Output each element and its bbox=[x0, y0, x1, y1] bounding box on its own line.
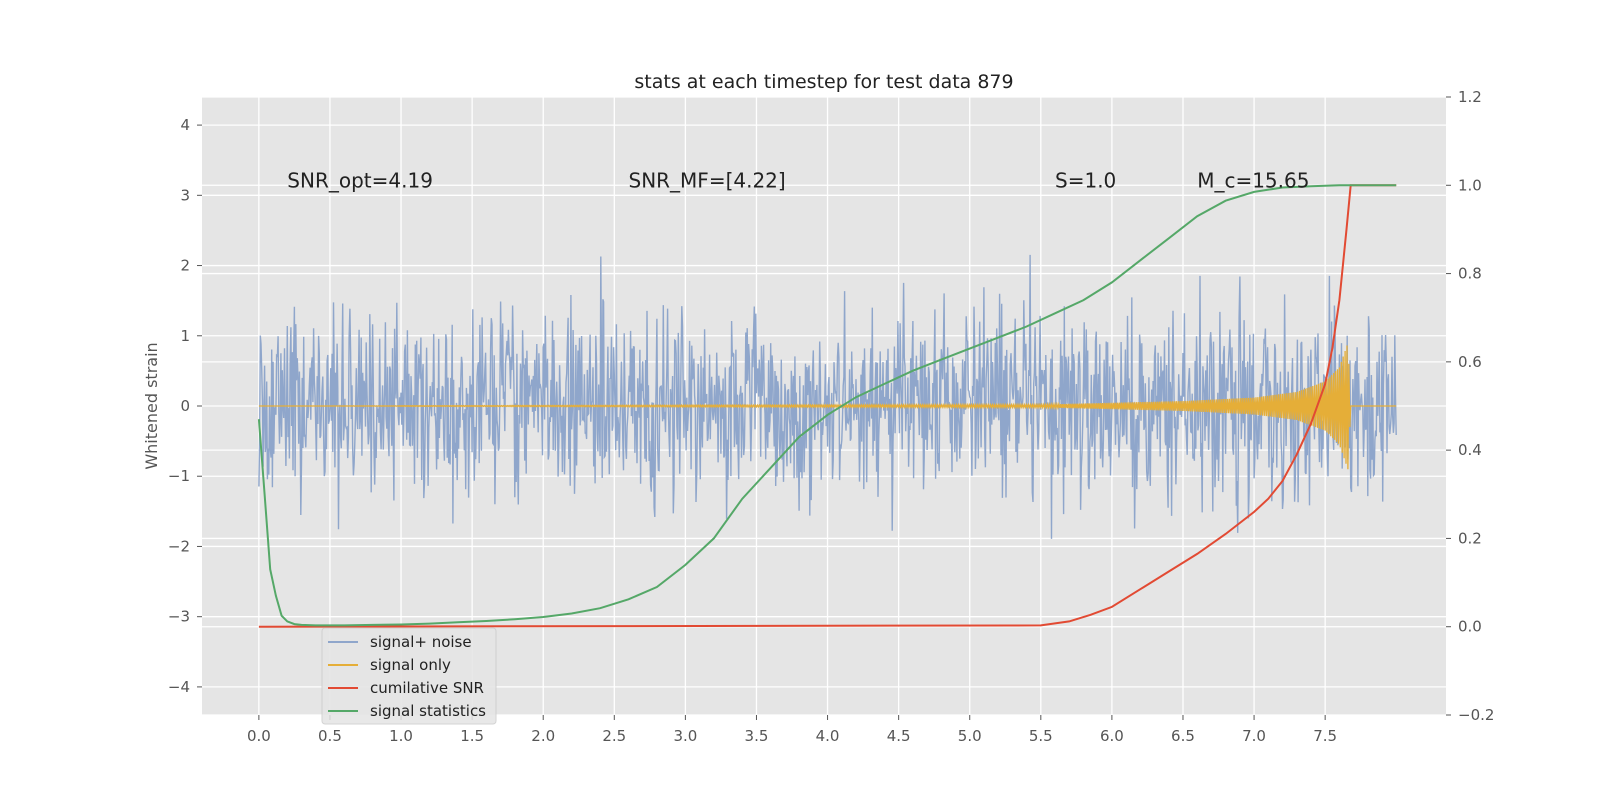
legend-label: signal only bbox=[370, 656, 451, 674]
y-right-tick-label: 0.8 bbox=[1458, 265, 1482, 283]
y-right-tick-label: 1.0 bbox=[1458, 176, 1482, 194]
y-right-tick-label: 0.4 bbox=[1458, 441, 1482, 459]
x-tick-label: 5.0 bbox=[958, 727, 982, 745]
y-left-tick-label: 3 bbox=[180, 186, 190, 204]
x-tick-label: 1.0 bbox=[389, 727, 413, 745]
cumulative-snr-line bbox=[258, 184, 1397, 628]
x-tick-label: 6.5 bbox=[1171, 727, 1195, 745]
x-tick-label: 4.0 bbox=[816, 727, 840, 745]
y-left-tick-label: 2 bbox=[180, 257, 190, 275]
x-tick-label: 7.5 bbox=[1313, 727, 1337, 745]
legend-box bbox=[321, 627, 497, 725]
statistics-lines bbox=[257, 184, 1397, 628]
signal-statistics-line bbox=[257, 184, 1397, 627]
y-right-tick-label: 0.2 bbox=[1458, 529, 1482, 547]
y-left-tick-label: −1 bbox=[168, 467, 190, 485]
x-tick-label: 3.0 bbox=[673, 727, 697, 745]
legend-label: signal+ noise bbox=[370, 633, 472, 651]
y-right-tick-label: −0.2 bbox=[1458, 706, 1494, 724]
y-axis-left-label: Whitened strain bbox=[142, 342, 161, 469]
y-left-tick-label: 4 bbox=[180, 116, 190, 134]
annotation-label: S=1.0 bbox=[1055, 168, 1116, 192]
annotation-label: SNR_opt=4.19 bbox=[287, 168, 433, 192]
x-tick-label: 0.0 bbox=[247, 727, 271, 745]
y-left-tick-label: −4 bbox=[168, 678, 190, 696]
x-tick-label: 6.0 bbox=[1100, 727, 1124, 745]
legend-label: cumilative SNR bbox=[370, 679, 484, 697]
annotation-label: SNR_MF=[4.22] bbox=[629, 168, 786, 192]
annotation-label: M_c=15.65 bbox=[1197, 168, 1309, 192]
y-right-tick-label: 1.2 bbox=[1458, 88, 1482, 106]
y-left-tick-label: 1 bbox=[180, 327, 190, 345]
y-left-tick-label: −3 bbox=[168, 608, 190, 626]
x-tick-label: 2.5 bbox=[602, 727, 626, 745]
x-tick-label: 5.5 bbox=[1029, 727, 1053, 745]
legend-label: signal statistics bbox=[370, 702, 486, 720]
axes: 0.0 0.5 1.0 1.5 2.0 2.5 3.0 3.5 4.0 4.5 5.0 5.5 6.0 6… bbox=[168, 88, 1495, 745]
y-right-tick-label: 0.0 bbox=[1458, 618, 1482, 636]
x-tick-label: 7.0 bbox=[1242, 727, 1266, 745]
legend: signal+ noise signal only cumilative SNR si… bbox=[321, 627, 497, 725]
chart-title: stats at each timestep for test data 879 bbox=[634, 71, 1013, 93]
annotations: SNR_opt=4.19 SNR_MF=[4.22] S=1.0 M_c=15.65 bbox=[287, 168, 1309, 192]
y-left-tick-label: −2 bbox=[168, 537, 190, 555]
x-tick-label: 1.5 bbox=[460, 727, 484, 745]
signal-only-series bbox=[258, 345, 1397, 470]
y-right-tick-label: 0.6 bbox=[1458, 353, 1482, 371]
x-tick-label: 4.5 bbox=[887, 727, 911, 745]
signal-only-line bbox=[258, 345, 1397, 470]
x-tick-label: 0.5 bbox=[318, 727, 342, 745]
y-left-tick-label: 0 bbox=[180, 397, 190, 415]
x-tick-label: 2.0 bbox=[531, 727, 555, 745]
x-tick-label: 3.5 bbox=[745, 727, 769, 745]
